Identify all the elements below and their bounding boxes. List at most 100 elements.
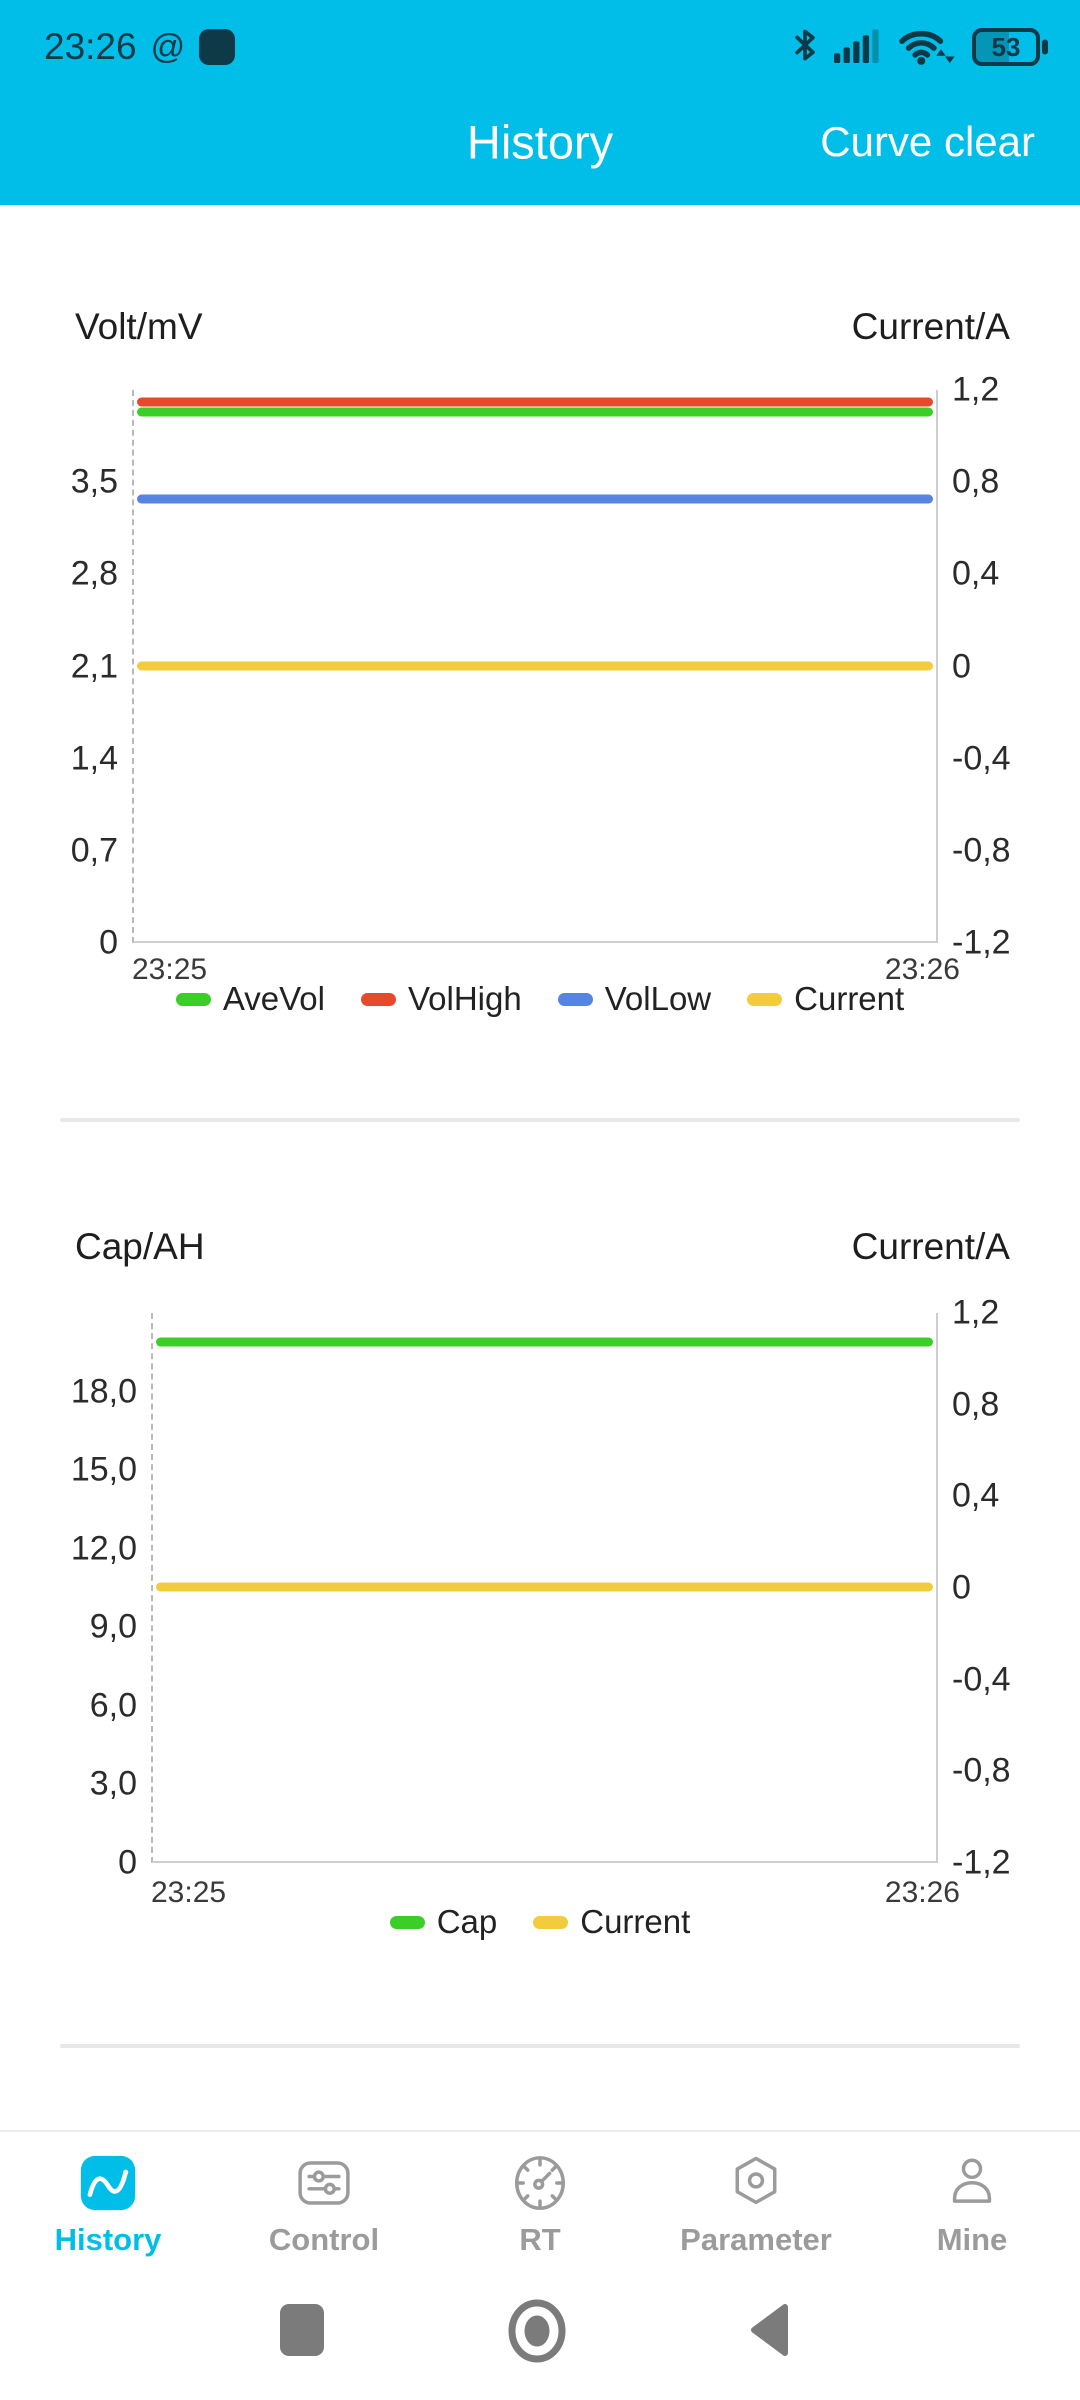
axis-tick: 3,5 bbox=[70, 462, 118, 501]
chart-legend: AveVol VolHigh VolLow Current bbox=[0, 980, 1080, 1018]
axis-tick: 0,4 bbox=[952, 1476, 1000, 1515]
home-button[interactable] bbox=[504, 2298, 570, 2364]
legend-swatch bbox=[389, 1915, 425, 1929]
right-axis-title: Current/A bbox=[851, 1226, 1010, 1267]
y-axis-left-ticks: 3,5 2,8 2,1 1,4 0,7 0 bbox=[0, 390, 118, 962]
axis-tick: 2,1 bbox=[70, 647, 118, 685]
series-line-vollow bbox=[137, 494, 933, 504]
legend-swatch bbox=[360, 992, 396, 1006]
axis-tick: -0,4 bbox=[952, 739, 1011, 778]
volt-chart-section: Volt/mV Current/A 3,5 2,8 2,1 1,4 0,7 0 1,2 0,… bbox=[0, 300, 1080, 1060]
axis-tick: 0 bbox=[952, 1568, 971, 1607]
legend-swatch bbox=[533, 1915, 569, 1929]
axis-tick: -1,2 bbox=[952, 923, 1011, 962]
x-axis-tick: 23:25 bbox=[151, 1876, 227, 1909]
legend-label: VolHigh bbox=[407, 980, 522, 1017]
nav-label: Mine bbox=[936, 2222, 1008, 2257]
axis-tick: 0,8 bbox=[952, 1385, 1000, 1424]
left-axis-title: Volt/mV bbox=[75, 306, 203, 347]
back-button[interactable] bbox=[748, 2302, 792, 2358]
nav-label: Parameter bbox=[680, 2222, 832, 2257]
nav-label: Control bbox=[268, 2222, 380, 2257]
axis-tick: 2,8 bbox=[70, 554, 118, 593]
bluetooth-icon bbox=[792, 26, 818, 69]
x-axis-labels: 23:25 23:26 bbox=[151, 1876, 960, 1910]
nav-label: History bbox=[54, 2222, 162, 2257]
bottom-nav: History Control bbox=[0, 2130, 1080, 2294]
legend-swatch bbox=[557, 992, 593, 1006]
curve-clear-button[interactable]: Curve clear bbox=[820, 117, 1035, 165]
axis-tick: 15,0 bbox=[70, 1450, 137, 1489]
app-indicator-square bbox=[199, 29, 236, 65]
axis-tick: 0,8 bbox=[952, 462, 1000, 501]
axis-tick: -1,2 bbox=[952, 1843, 1011, 1882]
axis-tick: 0 bbox=[99, 923, 118, 962]
legend-label: VolLow bbox=[604, 980, 712, 1017]
legend-item-avevol: AveVol bbox=[175, 980, 325, 1018]
legend-label: AveVol bbox=[222, 980, 325, 1017]
legend-item-vollow: VolLow bbox=[557, 980, 712, 1018]
series-line-avevol bbox=[137, 407, 933, 417]
legend-label: Current bbox=[580, 1903, 691, 1940]
mine-person-icon bbox=[941, 2152, 1003, 2214]
nav-item-parameter[interactable]: Parameter bbox=[648, 2132, 864, 2294]
x-axis-labels: 23:25 23:26 bbox=[132, 953, 960, 987]
nav-item-history[interactable]: History bbox=[0, 2132, 216, 2294]
nav-item-mine[interactable]: Mine bbox=[864, 2132, 1080, 2294]
wifi-icon bbox=[898, 22, 956, 73]
plot-area[interactable] bbox=[151, 1313, 938, 1863]
section-divider bbox=[60, 2044, 1020, 2048]
series-line-current bbox=[156, 1582, 933, 1592]
cap-chart-section: Cap/AH Current/A 18,0 15,0 12,0 9,0 6,0 3,0 0 … bbox=[0, 1220, 1080, 1980]
parameter-icon bbox=[725, 2152, 787, 2214]
at-symbol: @ bbox=[150, 27, 186, 66]
control-icon bbox=[293, 2152, 355, 2214]
status-bar: 23:26 @ bbox=[0, 0, 1080, 78]
left-axis-title: Cap/AH bbox=[75, 1226, 205, 1267]
plot-area[interactable] bbox=[132, 390, 938, 943]
nav-item-rt[interactable]: RT bbox=[432, 2132, 648, 2294]
axis-tick: 0 bbox=[952, 647, 971, 685]
legend-swatch bbox=[175, 992, 211, 1006]
nav-item-control[interactable]: Control bbox=[216, 2132, 432, 2294]
legend-item-current: Current bbox=[533, 1903, 690, 1941]
series-line-cap bbox=[156, 1337, 933, 1347]
y-axis-right-ticks: 1,2 0,8 0,4 0 -0,4 -0,8 -1,2 bbox=[952, 371, 1077, 962]
axis-tick: 12,0 bbox=[70, 1529, 137, 1568]
axis-tick: 1,2 bbox=[952, 1293, 1000, 1332]
recents-button[interactable] bbox=[280, 2304, 324, 2356]
x-axis-tick: 23:26 bbox=[884, 953, 960, 986]
history-icon bbox=[77, 2152, 139, 2214]
series-line-volhigh bbox=[137, 397, 933, 407]
y-axis-left-ticks: 18,0 15,0 12,0 9,0 6,0 3,0 0 bbox=[0, 1313, 137, 1881]
legend-label: Current bbox=[794, 980, 905, 1017]
axis-tick: -0,4 bbox=[952, 1660, 1011, 1699]
status-right: 53 bbox=[792, 22, 1048, 73]
axis-tick: 3,0 bbox=[89, 1764, 137, 1803]
axis-tick: 1,4 bbox=[70, 739, 118, 778]
battery-fill-level bbox=[976, 32, 1009, 62]
chart-legend: Cap Current bbox=[0, 1903, 1080, 1941]
axis-tick: 0 bbox=[118, 1843, 137, 1882]
axis-tick: 1,2 bbox=[952, 370, 1000, 409]
legend-item-current: Current bbox=[747, 980, 904, 1018]
legend-label: Cap bbox=[436, 1903, 498, 1940]
y-axis-right-ticks: 1,2 0,8 0,4 0 -0,4 -0,8 -1,2 bbox=[952, 1294, 1077, 1882]
axis-tick: -0,8 bbox=[952, 831, 1011, 870]
legend-item-volhigh: VolHigh bbox=[360, 980, 522, 1018]
axis-tick: -0,8 bbox=[952, 1751, 1011, 1790]
time-display: 23:26 bbox=[44, 26, 137, 67]
legend-swatch bbox=[747, 992, 783, 1006]
app-header: History Curve clear bbox=[0, 78, 1080, 205]
section-divider bbox=[60, 1118, 1020, 1122]
axis-titles: Volt/mV Current/A bbox=[75, 306, 1010, 348]
battery-nub bbox=[1042, 39, 1048, 55]
status-left: 23:26 @ bbox=[44, 26, 236, 68]
x-axis-tick: 23:26 bbox=[884, 1876, 960, 1909]
rt-gauge-icon bbox=[509, 2152, 571, 2214]
axis-tick: 0,7 bbox=[70, 831, 118, 870]
nav-label: RT bbox=[519, 2222, 561, 2257]
x-axis-tick: 23:25 bbox=[132, 953, 208, 986]
battery-percent: 53 bbox=[991, 32, 1021, 62]
